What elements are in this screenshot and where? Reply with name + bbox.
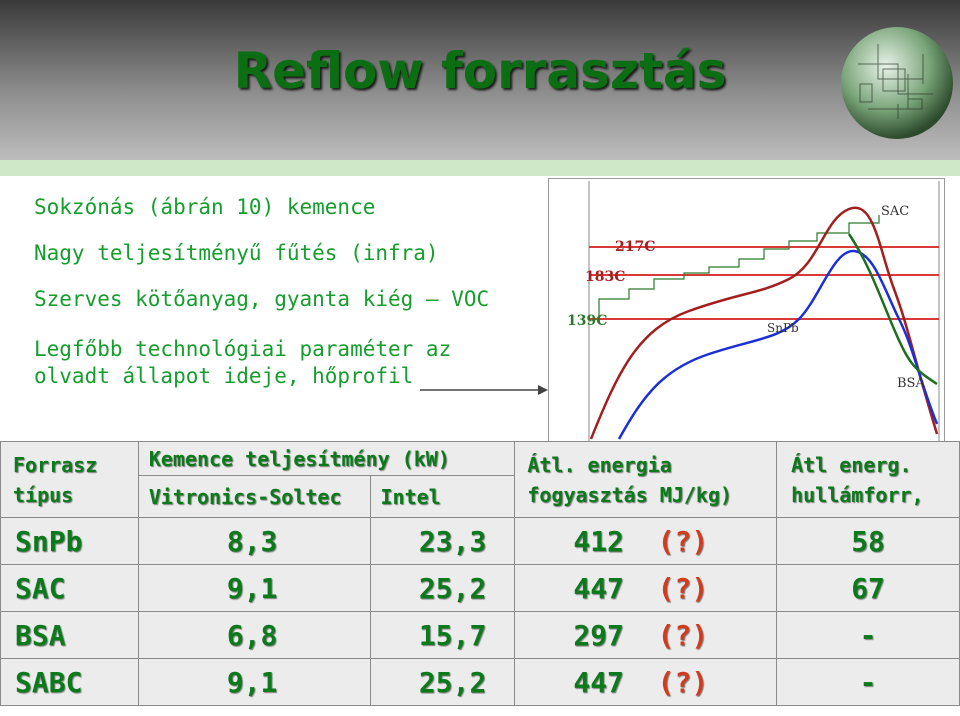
solder-data-table: Forrasz típus Kemence teljesítmény (kW) … — [0, 441, 960, 706]
temp-label-217: 217C — [615, 239, 655, 255]
bullet-item: Szerves kötőanyag, gyanta kiég – VOC — [34, 287, 490, 311]
header-solder-type: Forrasz típus — [0, 441, 139, 518]
bullet-item: Nagy teljesítményű fűtés (infra) — [34, 241, 439, 265]
table-row: BSA 6,8 15,7 297 (?) - — [0, 611, 960, 659]
curve-label-sac: SAC — [881, 204, 909, 219]
curve-snpb — [617, 249, 939, 440]
reflow-profile-chart: 139C 183C 217C SAC SnPb BSA — [548, 178, 945, 442]
accent-bar — [0, 160, 960, 176]
page-title: Reflow forrasztás — [233, 42, 727, 100]
curve-label-snpb: SnPb — [767, 321, 799, 335]
header-oven-power: Kemence teljesítmény (kW) — [137, 441, 516, 476]
header-energy: Átl. energia fogyasztás MJ/kg) — [514, 441, 778, 518]
slide-header — [0, 0, 960, 160]
temp-label-183: 183C — [585, 269, 625, 285]
header-intel: Intel — [369, 475, 516, 518]
temp-label-139: 139C — [567, 313, 607, 329]
table-row: SnPb 8,3 23,3 412 (?) 58 — [0, 517, 960, 565]
header-wave-energy: Átl energ. hullámforr, — [776, 441, 960, 518]
bullet-item: Sokzónás (ábrán 10) kemence — [34, 195, 376, 219]
pointer-arrow-icon — [420, 385, 548, 395]
table-row: SABC 9,1 25,2 447 (?) - — [0, 658, 960, 706]
header-vitronics: Vitronics-Soltec — [137, 475, 371, 518]
curve-bsa — [847, 233, 938, 386]
zone-steps — [598, 215, 880, 319]
bullet-item: olvadt állapot ideje, hőprofil — [34, 364, 414, 388]
circuit-globe-logo — [841, 27, 953, 139]
bullet-item: Legfőbb technológiai paraméter az — [34, 337, 452, 361]
table-row: SAC 9,1 25,2 447 (?) 67 — [0, 564, 960, 612]
curve-sac — [589, 206, 939, 440]
curve-label-bsa: BSA — [897, 376, 925, 391]
